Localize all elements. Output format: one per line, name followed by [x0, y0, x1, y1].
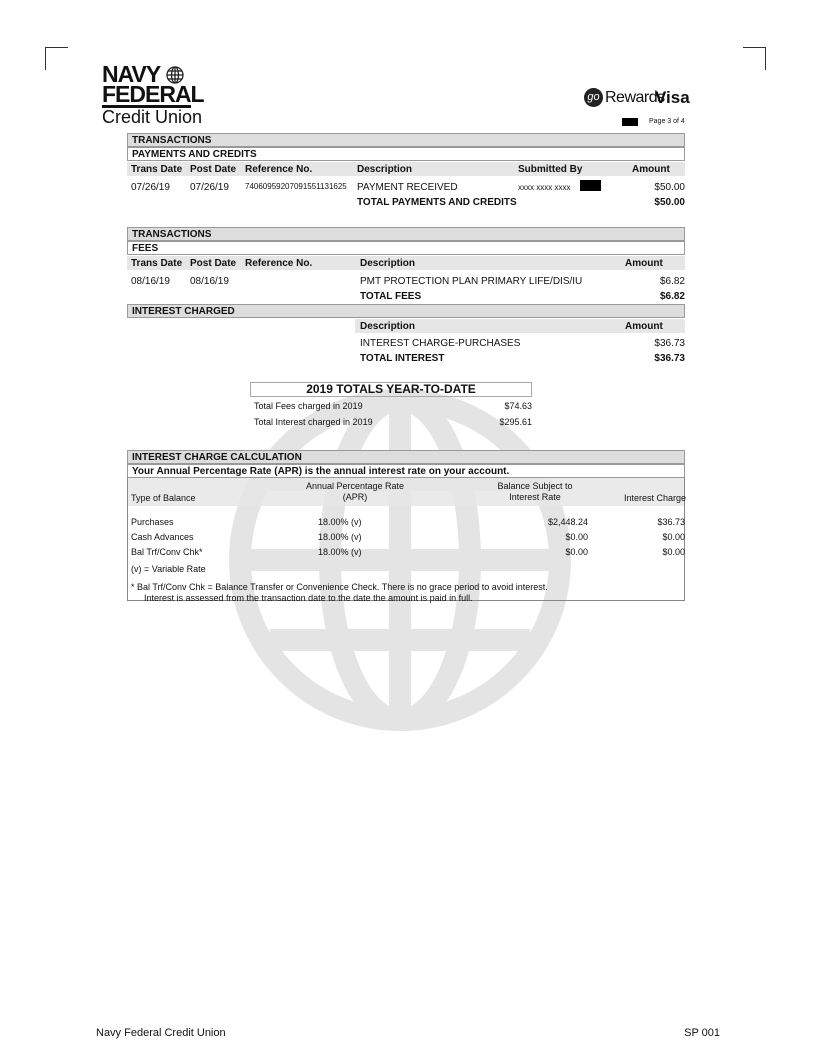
- post-date: 08/16/19: [190, 276, 229, 287]
- ytd-title: 2019 TOTALS YEAR-TO-DATE: [250, 382, 532, 397]
- balance-value: $0.00: [565, 547, 588, 557]
- type-of-balance: Purchases: [131, 517, 174, 527]
- col-amount: Amount: [625, 258, 663, 269]
- section-header: INTEREST CHARGED: [127, 304, 685, 318]
- col-reference: Reference No.: [245, 258, 313, 269]
- column-header-bg: [127, 162, 685, 176]
- section-header: TRANSACTIONS: [127, 133, 685, 147]
- description: INTEREST CHARGE-PURCHASES: [360, 338, 521, 349]
- col-apr-line1: Annual Percentage Rate: [305, 481, 405, 491]
- total-amount: $6.82: [659, 291, 685, 302]
- logo-federal: FEDERAL: [102, 81, 205, 107]
- logo-navy: NAVY: [102, 61, 161, 87]
- amount: $50.00: [654, 182, 685, 193]
- submitted-by: xxxx xxxx xxxx: [518, 183, 571, 192]
- type-of-balance: Bal Trf/Conv Chk*: [131, 547, 203, 557]
- description: PMT PROTECTION PLAN PRIMARY LIFE/DIS/IU: [360, 276, 583, 287]
- col-submitted-by: Submitted By: [518, 164, 583, 175]
- crop-mark: [45, 47, 68, 70]
- column-header-bg: [355, 319, 685, 333]
- col-trans-date: Trans Date: [131, 164, 183, 175]
- apr-value: 18.00% (v): [318, 547, 362, 557]
- col-post-date: Post Date: [190, 164, 237, 175]
- card-visa: Visa: [655, 88, 690, 107]
- calc-subtitle: Your Annual Percentage Rate (APR) is the…: [127, 464, 685, 478]
- column-header-bg: [127, 256, 685, 270]
- section-header: TRANSACTIONS: [127, 227, 685, 241]
- subsection-header: FEES: [127, 241, 685, 255]
- balance-value: $0.00: [565, 532, 588, 542]
- logo-rule: [102, 105, 191, 108]
- col-reference: Reference No.: [245, 164, 313, 175]
- col-type-of-balance: Type of Balance: [131, 493, 196, 503]
- reference-no: 74060959207091551131625: [245, 182, 347, 191]
- col-description: Description: [360, 258, 416, 269]
- calc-title: INTEREST CHARGE CALCULATION: [127, 450, 685, 464]
- ytd-interest-label: Total Interest charged in 2019: [254, 417, 373, 427]
- total-label: TOTAL PAYMENTS AND CREDITS: [357, 197, 517, 208]
- footer-left: Navy Federal Credit Union: [96, 1027, 226, 1039]
- apr-value: 18.00% (v): [318, 517, 362, 527]
- post-date: 07/26/19: [190, 182, 229, 193]
- col-description: Description: [360, 321, 416, 332]
- col-apr-line2: (APR): [342, 492, 368, 502]
- col-amount: Amount: [625, 321, 663, 332]
- redacted-block: [580, 180, 601, 191]
- ytd-interest-value: $295.61: [499, 417, 532, 427]
- col-balance-line2: Interest Rate: [509, 492, 561, 502]
- globe-logo-icon: [166, 66, 184, 84]
- balance-value: $2,448.24: [547, 517, 588, 527]
- total-amount: $36.73: [654, 353, 685, 364]
- amount: $36.73: [654, 338, 685, 349]
- page-number: Page 3 of 4: [649, 118, 685, 125]
- type-of-balance: Cash Advances: [131, 532, 194, 542]
- col-amount: Amount: [632, 164, 670, 175]
- variable-rate-note: (v) = Variable Rate: [131, 564, 206, 574]
- calc-header-bg: [128, 478, 684, 506]
- apr-value: 18.00% (v): [318, 532, 362, 542]
- footnote: * Bal Trf/Conv Chk = Balance Transfer or…: [131, 582, 548, 592]
- amount: $6.82: [659, 276, 685, 287]
- card-rewards: Rewards: [605, 89, 665, 106]
- total-label: TOTAL INTEREST: [360, 353, 445, 364]
- footer-right: SP 001: [684, 1027, 720, 1039]
- total-amount: $50.00: [654, 197, 685, 208]
- col-balance-line1: Balance Subject to: [497, 481, 573, 491]
- logo-credit-union: Credit Union: [102, 107, 203, 127]
- crop-mark: [743, 47, 766, 70]
- go-logo-icon: go: [584, 88, 603, 107]
- interest-charge-value: $36.73: [657, 517, 685, 527]
- description: PAYMENT RECEIVED: [357, 182, 458, 193]
- col-post-date: Post Date: [190, 258, 237, 269]
- total-label: TOTAL FEES: [360, 291, 422, 302]
- col-trans-date: Trans Date: [131, 258, 183, 269]
- interest-charge-value: $0.00: [662, 532, 685, 542]
- col-description: Description: [357, 164, 413, 175]
- ytd-fees-label: Total Fees charged in 2019: [254, 401, 363, 411]
- trans-date: 07/26/19: [131, 182, 170, 193]
- subsection-header: PAYMENTS AND CREDITS: [127, 147, 685, 161]
- ytd-fees-value: $74.63: [504, 401, 532, 411]
- interest-charge-value: $0.00: [662, 547, 685, 557]
- redacted-block: [622, 118, 638, 126]
- footnote: Interest is assessed from the transactio…: [144, 593, 473, 603]
- trans-date: 08/16/19: [131, 276, 170, 287]
- col-interest-charge: Interest Charge: [623, 493, 686, 503]
